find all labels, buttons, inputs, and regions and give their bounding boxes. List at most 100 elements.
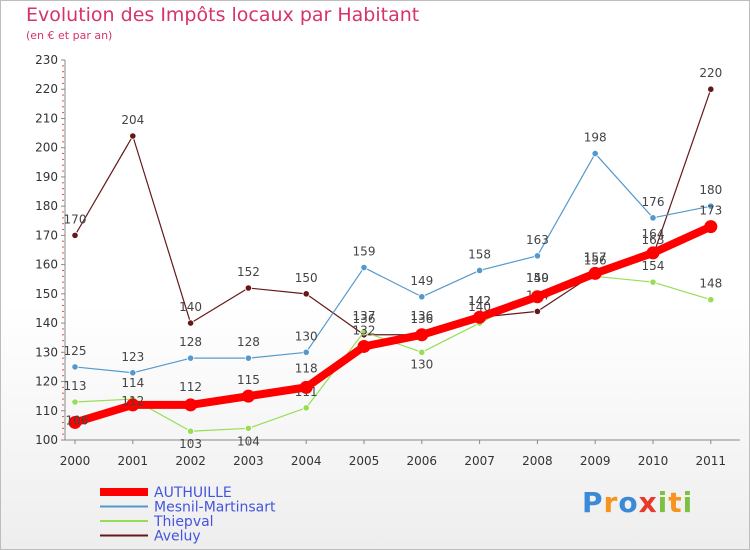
y-tick-label: 130 bbox=[35, 345, 58, 359]
y-minor-tick bbox=[62, 71, 64, 73]
y-minor-tick bbox=[62, 433, 64, 435]
y-tick-label: 230 bbox=[35, 53, 58, 67]
data-point bbox=[707, 202, 715, 210]
y-minor-tick bbox=[62, 211, 64, 213]
data-label: 142 bbox=[468, 294, 491, 308]
data-label: 114 bbox=[121, 376, 144, 390]
data-point bbox=[591, 149, 599, 158]
data-label: 173 bbox=[699, 204, 722, 218]
data-label: 130 bbox=[295, 329, 318, 343]
y-minor-tick bbox=[62, 375, 64, 377]
x-tick-label: 2002 bbox=[175, 454, 206, 468]
data-label: 164 bbox=[642, 227, 665, 241]
data-label: 142 bbox=[468, 294, 491, 308]
y-minor-tick bbox=[62, 398, 64, 400]
y-minor-tick bbox=[62, 246, 64, 248]
y-minor-tick bbox=[62, 65, 64, 67]
data-label: 118 bbox=[295, 361, 318, 375]
y-minor-tick bbox=[62, 199, 64, 201]
data-point bbox=[473, 310, 487, 324]
y-minor-tick bbox=[62, 223, 64, 225]
y-minor-tick bbox=[62, 123, 64, 125]
y-minor-tick bbox=[62, 193, 64, 195]
y-minor-tick bbox=[62, 334, 64, 336]
data-label: 204 bbox=[121, 113, 144, 127]
series-line-authuille bbox=[73, 222, 713, 427]
data-label: 136 bbox=[410, 312, 433, 326]
data-point bbox=[418, 293, 426, 301]
y-minor-tick bbox=[62, 229, 64, 231]
y-minor-tick bbox=[62, 164, 64, 166]
y-minor-tick bbox=[62, 258, 64, 260]
y-minor-tick bbox=[62, 421, 64, 423]
y-minor-tick bbox=[62, 158, 64, 160]
data-label: 150 bbox=[295, 271, 318, 285]
x-tick-label: 2005 bbox=[349, 454, 380, 468]
y-tick-label: 150 bbox=[35, 287, 58, 301]
data-label: 140 bbox=[179, 300, 202, 314]
y-minor-tick bbox=[62, 404, 64, 406]
y-minor-tick bbox=[62, 340, 64, 342]
data-point bbox=[129, 132, 137, 140]
data-point bbox=[184, 398, 198, 412]
data-label: 136 bbox=[410, 309, 433, 323]
data-point bbox=[187, 354, 195, 362]
y-minor-tick bbox=[62, 129, 64, 131]
data-label: 149 bbox=[526, 271, 549, 285]
chart-subtitle: (en € et par an) bbox=[26, 29, 113, 42]
data-label: 152 bbox=[237, 265, 260, 279]
data-point bbox=[530, 290, 544, 304]
y-minor-tick bbox=[62, 369, 64, 371]
y-tick-label: 180 bbox=[35, 199, 58, 213]
data-label: 123 bbox=[121, 350, 144, 364]
x-tick-label: 2003 bbox=[233, 454, 264, 468]
logo-letter: P bbox=[582, 486, 604, 519]
y-tick-label: 200 bbox=[35, 141, 58, 155]
y-tick-label: 140 bbox=[35, 316, 58, 330]
data-point bbox=[187, 427, 195, 435]
data-label: 198 bbox=[584, 131, 607, 145]
data-label: 156 bbox=[584, 253, 607, 267]
data-point bbox=[129, 369, 137, 377]
data-point bbox=[649, 278, 657, 286]
y-minor-tick bbox=[62, 287, 64, 289]
legend-label: Mesnil-Martinsart bbox=[154, 500, 276, 516]
x-tick-label: 2007 bbox=[464, 454, 495, 468]
y-minor-tick bbox=[62, 310, 64, 312]
y-minor-tick bbox=[62, 386, 64, 388]
data-label: 140 bbox=[468, 300, 491, 314]
data-point bbox=[707, 296, 715, 304]
data-point bbox=[707, 85, 715, 93]
data-label: 154 bbox=[642, 259, 665, 273]
data-point bbox=[360, 263, 368, 272]
data-label: 163 bbox=[526, 233, 549, 247]
data-point bbox=[299, 380, 313, 394]
y-minor-tick bbox=[62, 305, 64, 307]
x-tick-label: 2006 bbox=[407, 454, 438, 468]
data-point bbox=[71, 398, 79, 406]
data-label: 176 bbox=[642, 195, 665, 209]
y-tick-label: 110 bbox=[35, 404, 58, 418]
data-label: 163 bbox=[642, 233, 665, 247]
x-tick-label: 2000 bbox=[60, 454, 91, 468]
data-label: 136 bbox=[353, 312, 376, 326]
data-label: 150 bbox=[526, 271, 549, 285]
data-point bbox=[360, 328, 368, 336]
data-point bbox=[418, 348, 426, 356]
data-label: 128 bbox=[237, 335, 260, 349]
data-point bbox=[244, 354, 252, 362]
logo-letter: i bbox=[682, 486, 694, 519]
series-line-aveluy bbox=[74, 89, 712, 336]
logo-letter: r bbox=[603, 486, 619, 519]
x-tick-label: 2011 bbox=[696, 454, 727, 468]
y-tick-label: 120 bbox=[35, 375, 58, 389]
series-line-mesnil-martinsart bbox=[74, 152, 711, 374]
data-label: 106 bbox=[66, 413, 89, 427]
y-minor-tick bbox=[62, 299, 64, 301]
y-tick-label: 190 bbox=[35, 170, 58, 184]
data-point bbox=[126, 398, 140, 412]
logo-letter: x bbox=[638, 486, 658, 519]
data-label: 137 bbox=[353, 309, 376, 323]
